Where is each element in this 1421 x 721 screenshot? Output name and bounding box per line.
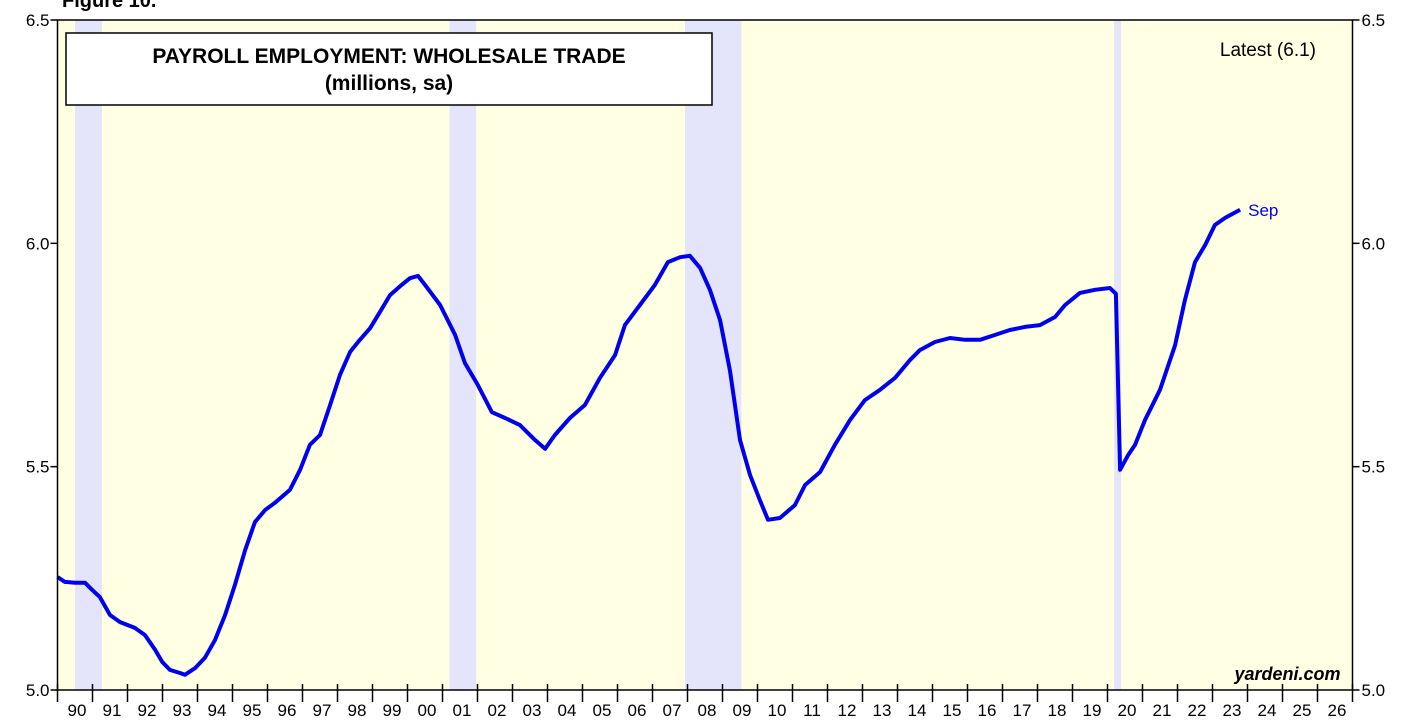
y2-tick-label: 6.5 [1362,11,1386,30]
plot-frame [56,19,1354,691]
x-tick-label: 98 [348,701,367,720]
chart-subtitle: (millions, sa) [325,72,453,95]
recession-band [75,20,102,690]
x-tick-label: 18 [1048,701,1067,720]
y2-tick-label: 6.0 [1362,234,1386,253]
x-tick-label: 20 [1118,701,1137,720]
y2-tick-label: 5.5 [1362,458,1386,477]
x-tick-label: 13 [873,701,892,720]
y2-tick-label: 5.0 [1362,681,1386,700]
x-tick-label: 96 [278,701,297,720]
x-tick-label: 95 [243,701,262,720]
last-point-label: Sep [1248,201,1278,220]
x-tick-label: 21 [1153,701,1172,720]
x-tick-label: 05 [593,701,612,720]
x-tick-label: 90 [68,701,87,720]
recession-band [685,20,742,690]
x-tick-label: 25 [1293,701,1312,720]
x-tick-label: 09 [733,701,752,720]
y-tick-label: 6.0 [26,234,50,253]
x-tick-label: 97 [313,701,332,720]
x-tick-label: 11 [803,701,821,720]
x-tick-label: 92 [138,701,157,720]
x-tick-label: 08 [698,701,717,720]
x-tick-label: 14 [908,701,927,720]
latest-label: Latest (6.1) [1220,40,1316,61]
x-tick-label: 22 [1188,701,1207,720]
x-tick-label: 24 [1258,701,1277,720]
x-tick-label: 93 [173,701,192,720]
chart-title: PAYROLL EMPLOYMENT: WHOLESALE TRADE [152,45,625,68]
x-tick-label: 00 [418,701,437,720]
x-tick-label: 06 [628,701,647,720]
y-tick-label: 6.5 [26,11,50,30]
x-tick-label: 91 [103,701,122,720]
x-tick-label: 99 [383,701,402,720]
y-tick-label: 5.5 [26,458,50,477]
x-tick-label: 15 [943,701,962,720]
x-tick-label: 16 [978,701,997,720]
x-tick-label: 04 [558,701,577,720]
source-label: yardeni.com [1233,664,1340,684]
x-tick-label: 12 [838,701,857,720]
x-tick-label: 03 [523,701,542,720]
x-tick-label: 17 [1013,701,1032,720]
series-line [56,208,1242,677]
x-tick-label: 01 [453,701,472,720]
x-tick-label: 94 [208,701,227,720]
x-tick-label: 10 [768,701,787,720]
x-tick-label: 02 [488,701,507,720]
x-tick-label: 26 [1328,701,1347,720]
figure-label: Figure 10. [62,0,156,12]
y-tick-label: 5.0 [26,681,50,700]
x-tick-label: 19 [1083,701,1102,720]
title-box [65,32,713,106]
x-tick-label: 23 [1223,701,1242,720]
x-tick-label: 07 [663,701,682,720]
